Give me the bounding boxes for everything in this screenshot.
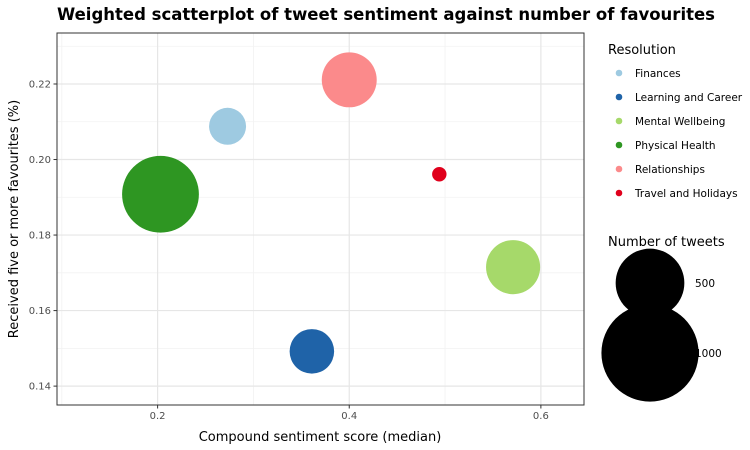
legend-key (615, 189, 623, 197)
y-tick-label: 0.14 (29, 382, 51, 393)
x-axis-title: Compound sentiment score (median) (199, 430, 442, 445)
size-legend-label: 500 (695, 278, 715, 290)
y-tick-label: 0.18 (29, 231, 51, 242)
legend-label: Physical Health (635, 140, 716, 152)
data-point (122, 155, 199, 233)
size-legend-circle (615, 248, 685, 318)
y-axis-ticks: 0.14 0.16 0.18 0.20 0.22 (29, 79, 57, 393)
y-tick-label: 0.20 (29, 155, 51, 166)
size-legend-title: Number of tweets (608, 235, 725, 250)
legend-label: Learning and Career (635, 92, 743, 104)
data-points (122, 52, 541, 374)
data-point (289, 329, 335, 374)
size-legend: 500 1000 (601, 248, 722, 402)
legend-label: Relationships (635, 164, 705, 176)
x-tick-label: 0.2 (150, 411, 166, 422)
size-legend-circle (601, 304, 699, 402)
legend-key (615, 141, 623, 149)
x-tick-label: 0.6 (533, 411, 549, 422)
data-point (321, 52, 377, 108)
chart-title: Weighted scatterplot of tweet sentiment … (57, 5, 715, 24)
legend-label: Mental Wellbeing (635, 116, 725, 128)
legend-label: Finances (635, 68, 681, 80)
plot-border (56, 32, 585, 406)
y-axis-title: Received five or more favourites (%) (7, 100, 22, 338)
color-legend: Finances Learning and Career Mental Wellbe… (615, 68, 743, 200)
x-axis-ticks: 0.2 0.4 0.6 (150, 405, 549, 422)
x-tick-label: 0.4 (341, 411, 357, 422)
data-point (209, 107, 247, 145)
gridlines (57, 33, 584, 405)
legend-label: Travel and Holidays (634, 188, 738, 200)
data-point (486, 240, 541, 295)
y-tick-label: 0.16 (29, 306, 51, 317)
legend-key (615, 165, 623, 173)
legend-key (615, 117, 623, 125)
legend-key (615, 69, 623, 77)
legend-key (615, 93, 623, 101)
data-point (432, 167, 447, 182)
color-legend-title: Resolution (608, 43, 676, 58)
y-tick-label: 0.22 (29, 79, 51, 90)
size-legend-label: 1000 (695, 348, 722, 360)
